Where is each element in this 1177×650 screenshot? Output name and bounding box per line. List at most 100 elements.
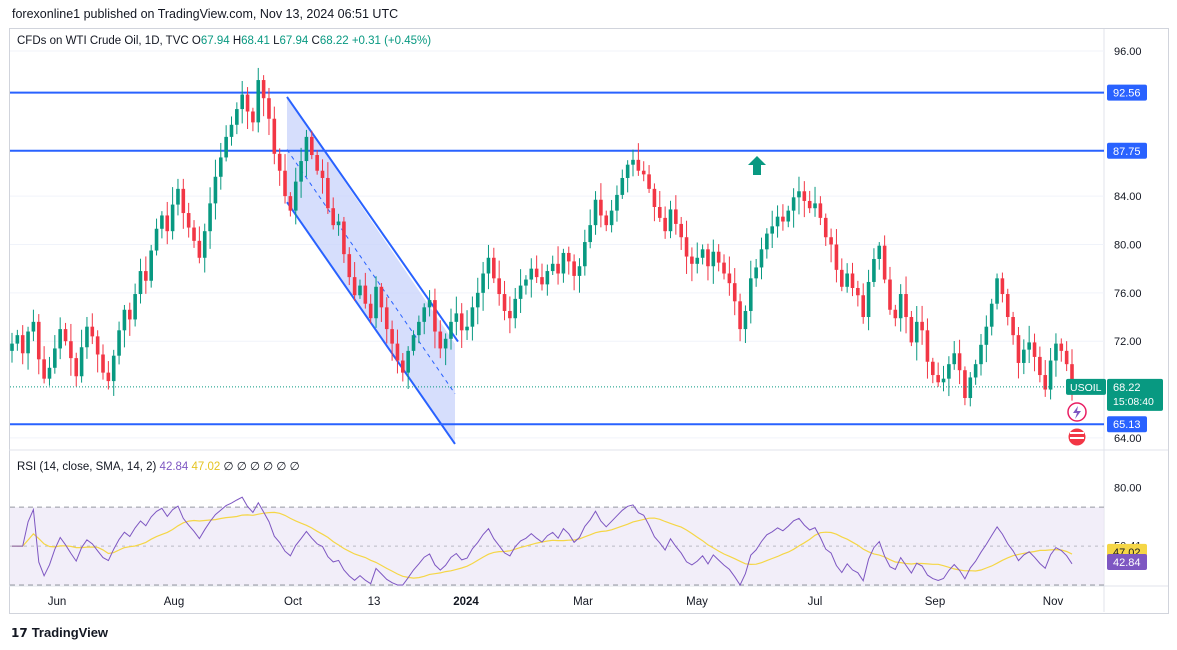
candle-body — [872, 258, 876, 282]
candle-body — [898, 294, 903, 319]
candle-body — [106, 372, 111, 382]
candle-body — [422, 307, 427, 322]
candle-body — [968, 377, 973, 399]
candle-body — [893, 309, 898, 319]
candle-body — [454, 313, 459, 322]
candle-body — [272, 118, 277, 154]
candle-body — [85, 326, 89, 348]
countdown-label: 15:08:40 — [1113, 396, 1154, 408]
time-tick-label: Sep — [925, 596, 945, 608]
candle-body — [722, 262, 726, 274]
candle-body — [470, 307, 475, 327]
candle-body — [888, 279, 892, 310]
candle-body — [433, 300, 437, 332]
candle-body — [684, 237, 689, 257]
candle-body — [984, 326, 989, 345]
candle-body — [342, 221, 346, 255]
candle-body — [315, 155, 319, 171]
candle-body — [133, 294, 137, 320]
candle-body — [674, 209, 678, 224]
candle-body — [149, 250, 153, 281]
candle-body — [320, 170, 325, 178]
candle-body — [406, 350, 410, 373]
candle-body — [1070, 364, 1074, 387]
candle-body — [15, 335, 20, 344]
candle-body — [545, 271, 550, 285]
low-value: 67.94 — [279, 35, 309, 47]
change-value: +0.31 (+0.45%) — [351, 35, 432, 47]
rsi-tick-label: 80.00 — [1114, 483, 1142, 495]
candle-body — [1016, 335, 1021, 363]
candle-body — [363, 285, 368, 304]
horizontal-level-label: 87.75 — [1113, 146, 1141, 158]
horizontal-level-badge — [1107, 416, 1147, 433]
time-tick-label: 2024 — [453, 596, 479, 608]
us-flag-stripe-icon — [1070, 437, 1084, 439]
candle-body — [347, 254, 352, 278]
candle-body — [657, 207, 662, 218]
rsi-line — [12, 496, 1073, 587]
open-value: 67.94 — [200, 35, 230, 47]
symbol-title: CFDs on WTI Crude Oil, 1D, TVC — [17, 35, 189, 47]
candle-body — [1038, 356, 1042, 376]
candle-body — [63, 329, 68, 342]
candle-body — [368, 303, 373, 319]
candle-body — [502, 294, 507, 311]
candle-body — [101, 354, 105, 373]
price-tick-label: 72.00 — [1114, 336, 1142, 348]
horizontal-level-badge — [1107, 84, 1147, 101]
candle-body — [963, 370, 967, 399]
price-legend: CFDs on WTI Crude Oil, 1D, TVC O67.94 H6… — [17, 35, 431, 47]
candle-body — [374, 286, 378, 319]
candle-body — [1000, 278, 1005, 295]
candle-body — [1032, 342, 1037, 357]
up-arrow-icon — [748, 156, 766, 175]
candle-body — [1054, 343, 1058, 361]
candle-body — [90, 326, 95, 337]
candle-body — [861, 295, 866, 318]
candle-body — [208, 203, 212, 232]
candle-body — [309, 136, 314, 156]
candle-body — [781, 216, 785, 222]
candle-body — [566, 252, 571, 262]
candle-body — [31, 321, 36, 332]
candle-body — [952, 353, 957, 365]
candle-body — [95, 336, 100, 355]
candle-body — [1027, 342, 1031, 350]
chart-frame — [9, 28, 1169, 614]
candle-body — [475, 292, 480, 308]
candle-body — [529, 268, 534, 280]
candle-body — [197, 240, 202, 258]
candle-body — [481, 273, 485, 293]
candle-body — [577, 266, 582, 276]
horizontal-level-badge — [1107, 142, 1147, 159]
candle-body — [866, 281, 871, 318]
channel-mid-line — [286, 149, 456, 395]
candle-body — [47, 367, 52, 379]
candle-body — [261, 80, 266, 99]
candle-body — [941, 378, 946, 383]
candle-body — [791, 197, 796, 211]
candle-body — [358, 285, 362, 296]
candle-body — [957, 353, 962, 371]
candle-body — [647, 174, 651, 189]
candle-body — [834, 244, 839, 270]
footer-brand[interactable]: 17 TradingView — [11, 625, 108, 640]
candle-body — [69, 341, 73, 359]
candle-body — [465, 326, 469, 331]
candle-body — [947, 364, 951, 379]
candle-body — [1059, 343, 1064, 351]
candle-body — [818, 203, 823, 218]
time-tick-label: Jun — [48, 596, 67, 608]
symbol-badge-label: USOIL — [1070, 382, 1102, 394]
candle-body — [186, 213, 191, 228]
candle-body — [508, 310, 512, 319]
candle-body — [668, 209, 673, 232]
price-tick-label: 84.00 — [1114, 191, 1142, 203]
high-value: 68.41 — [241, 35, 270, 47]
time-tick-label: Nov — [1043, 596, 1064, 608]
candle-body — [438, 331, 443, 349]
candle-body — [786, 210, 791, 222]
rsi-legend-value: 42.84 — [159, 461, 189, 473]
